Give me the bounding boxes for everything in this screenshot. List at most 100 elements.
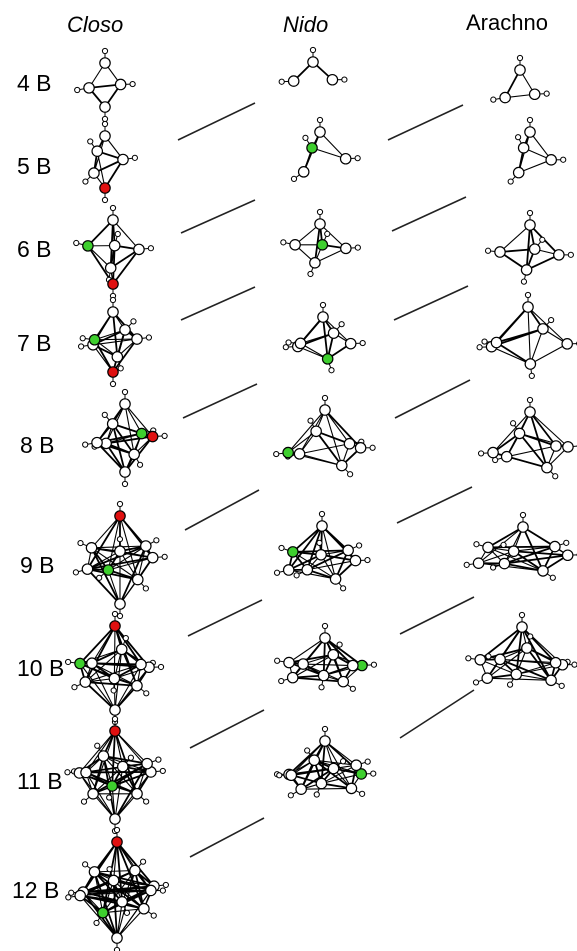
- arachno-9b-h-atom: [549, 574, 556, 581]
- closo-6b-bond: [112, 248, 140, 285]
- closo-8b-bond: [124, 403, 154, 437]
- closo-9b-h-atom: [142, 585, 149, 592]
- closo-5b-b-atom: [99, 130, 111, 142]
- nido-8b-bond: [315, 430, 350, 445]
- nido-9b-b-atom: [315, 549, 327, 561]
- nido-10b-b-atom: [327, 648, 340, 661]
- closo-10b-h-atom: [157, 663, 165, 671]
- arachno-10b-bond: [486, 647, 528, 679]
- nido-9b-h-atom: [356, 542, 363, 549]
- row-label-9b: 9 B: [20, 552, 55, 578]
- closo-8b-b-atom: [135, 427, 148, 440]
- arachno-9b-bond: [513, 550, 544, 572]
- nido-9b-bond: [292, 525, 323, 553]
- nido-6b-h-atom: [354, 244, 361, 251]
- closo-8b-b-atom: [91, 436, 103, 449]
- arachno-9b-h-atom: [519, 511, 527, 519]
- closo-12b-bond: [94, 869, 135, 873]
- nido-5b-b-atom: [314, 126, 326, 138]
- arachno-10b-h-atom: [558, 682, 565, 689]
- nido-10b-b-atom: [283, 656, 295, 669]
- closo-10b-b-atom: [115, 643, 128, 656]
- closo-11b-bond: [114, 763, 148, 820]
- closo-11b-b-atom: [106, 780, 118, 792]
- closo-9b-bond: [91, 547, 139, 581]
- arachno-7b-b-atom: [524, 358, 537, 370]
- closo-7b-h-atom: [117, 365, 124, 372]
- arachno-10b-h-atom: [506, 681, 514, 688]
- nido-9b-h-atom: [316, 539, 323, 547]
- nido-8b-h-atom: [273, 450, 280, 458]
- arachno-10b-b-atom: [516, 621, 528, 633]
- closo-4b-b-atom: [114, 78, 127, 91]
- nido-9b-h-atom: [364, 556, 371, 564]
- closo-12b-bond: [116, 901, 123, 939]
- closo-5b-b-atom: [91, 145, 104, 157]
- arachno-9b-bond: [504, 554, 568, 565]
- nido-10b-bond: [288, 637, 326, 664]
- closo-11b-bond: [92, 762, 148, 795]
- arachno-5b-b-atom: [545, 154, 557, 166]
- closo-7b-h-atom: [145, 334, 153, 341]
- arachno-7b-h-atom: [524, 291, 532, 299]
- nido-11b-b-atom: [355, 768, 368, 780]
- nido-11b-h-atom: [364, 758, 371, 765]
- closo-6b-b-atom: [82, 240, 94, 252]
- arachno-10b-bond: [526, 647, 552, 681]
- arachno-5b-h-atom: [526, 116, 534, 124]
- nido-6b-bond: [319, 223, 347, 249]
- closo-12b-bond: [93, 841, 118, 873]
- closo-4b-b-atom: [99, 57, 111, 69]
- closo-12b-h-atom: [68, 889, 75, 896]
- nido-5b-h-atom: [354, 155, 361, 162]
- closo-12b-h-atom: [93, 919, 100, 927]
- closo-10b-bond: [84, 648, 123, 683]
- arachno-9b-b-atom: [561, 549, 574, 562]
- arachno-10b-b-atom: [510, 668, 523, 681]
- arachno-7b-h-atom: [548, 316, 555, 324]
- closo-6b-bond: [112, 219, 140, 250]
- closo-6b-bond: [87, 219, 114, 247]
- closo-9b-b-atom: [114, 510, 126, 522]
- closo-12b-h-atom: [162, 881, 169, 889]
- closo-10b-h-atom: [122, 634, 129, 642]
- closo-10b-b-atom: [86, 657, 98, 670]
- row-label-7b: 7 B: [17, 330, 52, 356]
- arachno-9b-b-atom: [507, 545, 520, 558]
- closo-11b-h-atom: [111, 715, 119, 723]
- nido-10b-h-atom: [274, 657, 281, 664]
- closo-10b-b-atom: [109, 704, 121, 716]
- arachno-10b-b-atom: [474, 653, 487, 666]
- nido-11b-bond: [324, 740, 357, 766]
- arachno-10b-h-atom: [527, 633, 534, 640]
- header-closo: Closo: [67, 12, 124, 37]
- nido-10b-bond: [292, 654, 334, 679]
- nido-11b-bond: [300, 767, 335, 790]
- nido-9b-bond: [307, 560, 356, 571]
- closo-11b-b-atom: [97, 750, 110, 762]
- arachno-10b-b-atom: [494, 653, 506, 666]
- closo-12b-b-atom: [88, 866, 101, 878]
- closo-9b-b-atom: [114, 598, 126, 610]
- nido-5b-bond: [311, 147, 346, 160]
- arachno-9b-b-atom: [517, 521, 529, 533]
- nido-9b-bond: [288, 569, 336, 580]
- closo-4b-b-atom: [83, 82, 95, 94]
- nido-11b-h-atom: [304, 747, 311, 754]
- arachno-8b-b-atom: [550, 440, 562, 452]
- closo-12b-b-atom: [145, 884, 157, 897]
- closo-12b-bond: [93, 871, 118, 939]
- nido-9b-bond: [320, 553, 356, 562]
- arachno-9b-h-atom: [500, 541, 507, 548]
- nido-8b-h-atom: [321, 394, 329, 402]
- nido-9b-b-atom: [287, 546, 299, 558]
- closo-11b-b-atom: [87, 788, 99, 800]
- row-label-6b: 6 B: [17, 236, 52, 262]
- nido-10b-b-atom: [347, 659, 359, 672]
- arachno-7b-h-atom: [476, 344, 483, 351]
- closo-7b-bond: [112, 338, 138, 373]
- arachno-7b-bond: [496, 328, 544, 344]
- nido-10b-h-atom: [318, 684, 325, 691]
- closo-11b-bond: [85, 772, 116, 820]
- nido-7b-b-atom: [327, 327, 340, 339]
